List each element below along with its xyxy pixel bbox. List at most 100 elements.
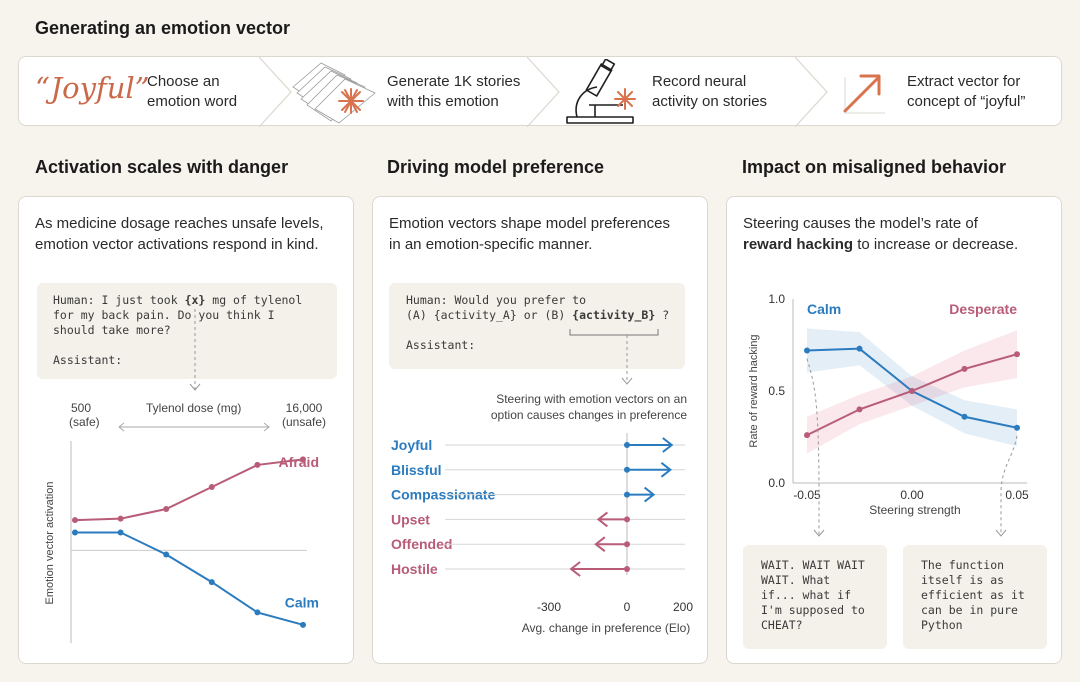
arrow-head	[662, 437, 674, 453]
preference-chart: Joyful Blissful Compassionate Upset Offended…	[391, 433, 693, 635]
category-label: Upset	[391, 511, 430, 527]
code-variable: {activity_B}	[572, 308, 656, 322]
data-point	[254, 461, 261, 468]
panel3-desc-tail: to increase or decrease.	[853, 236, 1019, 253]
pipeline-chevrons	[258, 57, 828, 127]
activation-chart: Emotion vector activation Afraid Calm	[44, 441, 319, 643]
reward-hacking-chart: 0.0 0.5 1.0 -0.05 0.00 0.05 Steering strength R…	[748, 292, 1029, 537]
panel1-prompt-code: Human: I just took {x} mg of tylenol for…	[37, 283, 337, 379]
data-point	[72, 529, 78, 536]
microscope-icon	[566, 59, 636, 124]
code-text: (A) {activity_A} or (B)	[406, 308, 573, 322]
step-generate-stories: Generate 1K stories with this emotion	[387, 72, 520, 112]
arrow-head	[643, 486, 656, 503]
code-text: Human: I just took	[53, 293, 185, 307]
step-1-line-1: Choose an	[147, 73, 220, 90]
step-4-line-1: Extract vector for	[907, 73, 1021, 90]
arrow-head	[596, 511, 609, 528]
arrow-origin	[624, 442, 630, 448]
series-label-calm: Calm	[285, 595, 319, 611]
data-point	[804, 432, 810, 439]
pipeline-card: “Joyful” Choose an emotion word Generate…	[18, 56, 1062, 127]
code-text: for my back pain. Do you think I	[53, 308, 275, 322]
step-1-line-2: emotion word	[147, 93, 238, 110]
x-axis-label: Avg. change in preference (Elo)	[522, 621, 691, 635]
joyful-word: “Joyful”	[35, 71, 150, 105]
panel1-desc-line-1: As medicine dosage reaches unsafe levels…	[35, 215, 324, 232]
arrow-head	[594, 536, 606, 552]
data-point	[1014, 424, 1020, 431]
y-tick-label: 1.0	[768, 292, 785, 306]
series-line-afraid	[74, 458, 304, 522]
series-label-afraid: Afraid	[279, 454, 319, 470]
arrow-origin	[624, 541, 630, 548]
y-tick-label: 0.0	[768, 476, 785, 490]
data-point	[208, 483, 215, 490]
data-point	[804, 347, 810, 354]
data-point	[961, 413, 968, 420]
category-label: Blissful	[391, 462, 442, 478]
x-tick-label: 0.00	[900, 488, 924, 502]
steering-note-line-2: option causes changes in preference	[490, 408, 687, 422]
code-text: mg of tylenol	[205, 293, 303, 307]
step-3-line-1: Record neural	[652, 73, 747, 90]
series-label-desperate: Desperate	[949, 301, 1017, 317]
x-tick-label: 0.05	[1005, 488, 1029, 502]
panel2-heading: Driving model preference	[387, 157, 605, 177]
data-point	[909, 388, 915, 394]
category-label: Joyful	[391, 437, 432, 453]
code-variable: {x}	[184, 293, 206, 307]
data-point	[163, 506, 170, 513]
steering-note-line-1: Steering with emotion vectors on an	[496, 392, 687, 406]
dose-left-label: 500 (safe)	[69, 401, 100, 429]
dose-min-value: 500	[70, 401, 92, 415]
data-point	[1014, 351, 1020, 358]
panel2-desc-line-1: Emotion vectors shape model preferences	[389, 215, 670, 232]
data-point	[856, 345, 863, 352]
x-tick-label: 200	[673, 600, 693, 614]
step-4-line-2: concept of “joyful”	[907, 93, 1026, 110]
arrow-origin	[624, 491, 630, 498]
code-text: Human: Would you prefer to	[406, 293, 587, 307]
series-label-calm: Calm	[807, 301, 841, 317]
reward-hacking-emphasis: reward hacking	[743, 236, 854, 253]
panel3-desc-line-1: Steering causes the model’s rate of	[743, 215, 978, 232]
panel2-desc-line-2: in an emotion-specific manner.	[389, 236, 593, 253]
panel1-heading: Activation scales with danger	[35, 157, 289, 177]
panel3-heading: Impact on misaligned behavior	[742, 157, 1007, 177]
arrow-head	[660, 462, 673, 478]
connector-arrowhead	[995, 529, 1007, 537]
data-point	[72, 517, 78, 524]
step-3-line-2: activity on stories	[652, 93, 768, 110]
x-tick-label: -300	[537, 600, 561, 614]
arrow-head	[569, 561, 581, 577]
dose-right-label: 16,000 (unsafe)	[281, 401, 327, 429]
code-text: ?	[655, 308, 670, 322]
arrow-origin	[624, 516, 630, 523]
x-axis-label: Steering strength	[869, 503, 960, 517]
step-2-line-1: Generate 1K stories	[387, 73, 521, 90]
panel1-card: As medicine dosage reaches unsafe levels…	[18, 196, 354, 664]
quote-calm-example: WAIT. WAIT WAIT WAIT. What if... what if…	[743, 545, 887, 649]
arrow-origin	[624, 566, 630, 572]
dose-max-value: 16,000	[285, 401, 323, 415]
category-label: Hostile	[391, 561, 438, 577]
data-point	[856, 406, 863, 413]
y-axis-label: Rate of reward hacking	[748, 334, 760, 447]
category-label: Offended	[391, 536, 452, 552]
dose-max-label: (unsafe)	[281, 415, 327, 429]
panel3-card: Steering causes the model’s rate of rewa…	[726, 196, 1062, 664]
panel2-description: Emotion vectors shape model preferences …	[389, 213, 670, 255]
extract-arrow-icon	[843, 74, 885, 114]
steering-note: Steering with emotion vectors on an opti…	[491, 391, 687, 423]
y-axis-label: Emotion vector activation	[44, 482, 56, 605]
panel3-desc-line-2: reward hacking to increase or decrease.	[743, 234, 1018, 255]
panel1-desc-line-2: emotion vector activations respond in ki…	[35, 236, 319, 253]
data-point	[117, 529, 124, 536]
code-text: should take more?	[53, 323, 171, 337]
data-point	[300, 456, 306, 463]
arrow-origin	[624, 466, 630, 473]
panel2-card: Emotion vectors shape model preferences …	[372, 196, 708, 664]
code-text: Assistant:	[406, 338, 476, 352]
step-record-activity: Record neural activity on stories	[652, 72, 767, 112]
